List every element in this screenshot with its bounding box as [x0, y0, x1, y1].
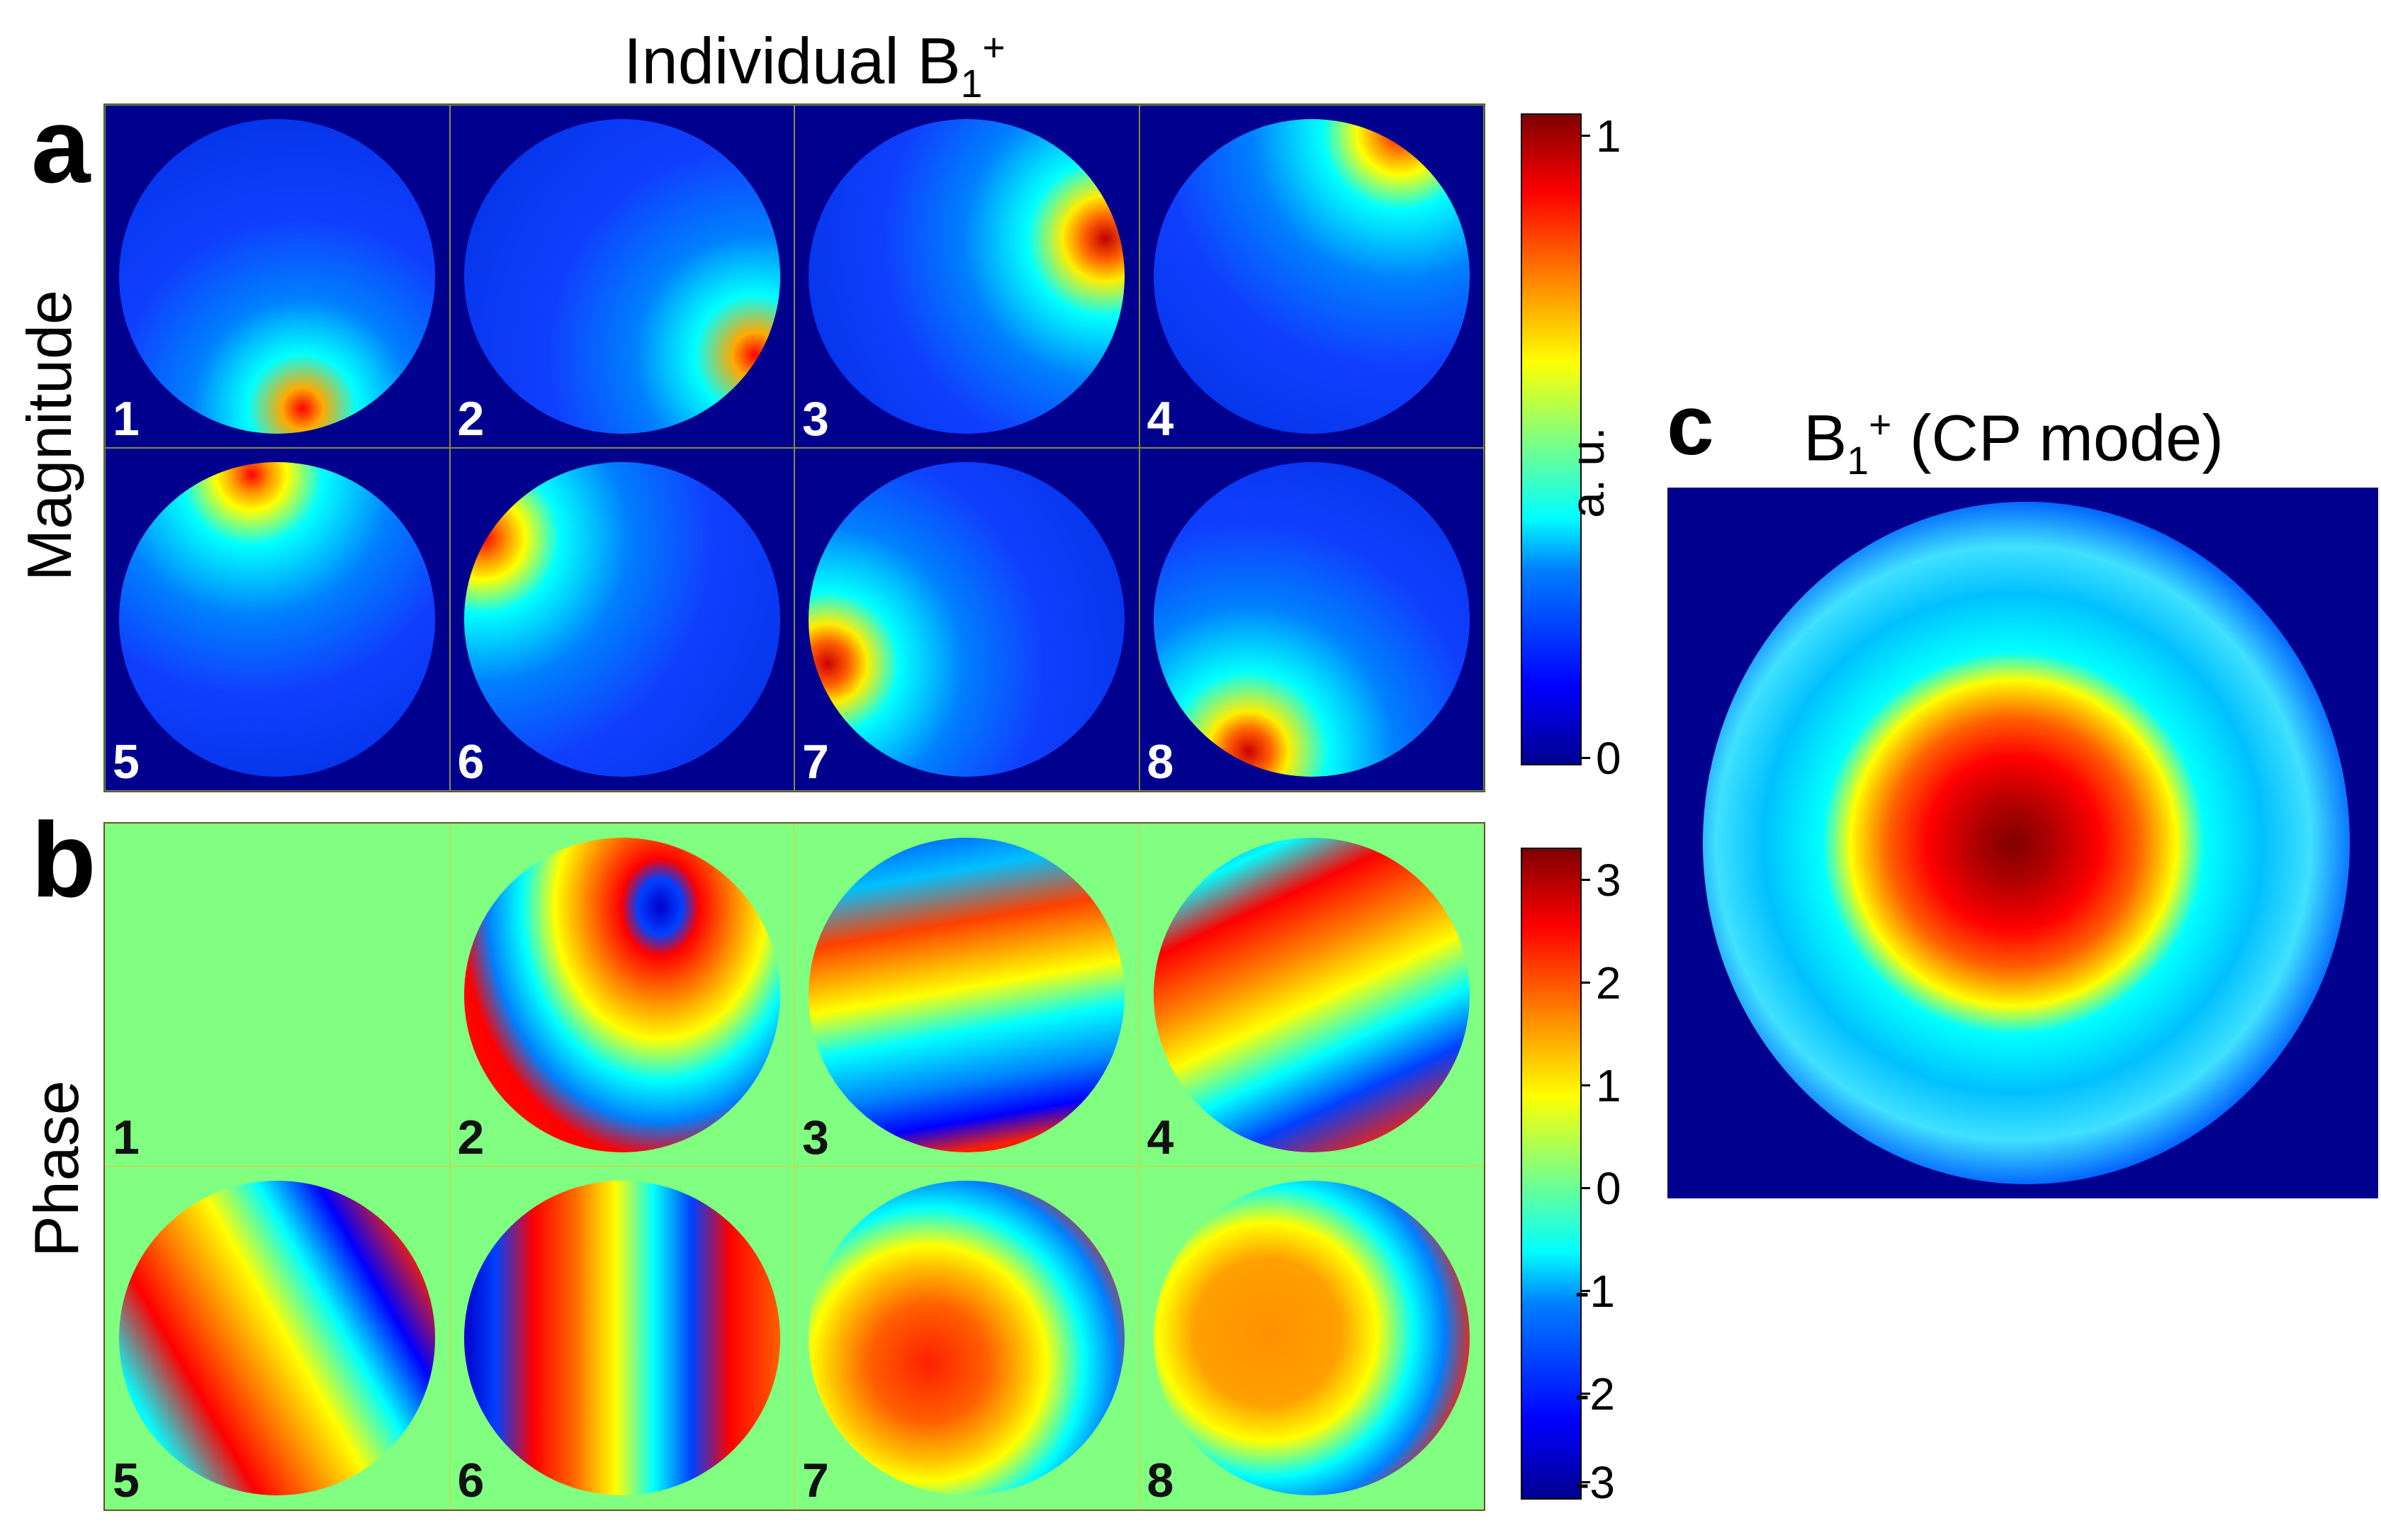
colorbar-b-tick-m2	[1582, 1393, 1590, 1395]
phase-map-grid: 1 2 3 4 5 6 7 8	[103, 822, 1485, 1511]
phase-disc-5	[119, 1181, 436, 1495]
panel-c-title-sup: +	[1869, 403, 1892, 446]
panel-a-title-main: Individual B	[624, 25, 961, 98]
panel-c-title-rest: (CP mode)	[1891, 402, 2224, 475]
phase-map-5: 5	[105, 1167, 450, 1510]
panel-a-title-sup: +	[982, 26, 1006, 69]
phase-disc-6	[463, 1181, 780, 1495]
phase-disc-2	[463, 838, 780, 1152]
cp-mode-map	[1667, 488, 2378, 1198]
colorbar-b-tick-3	[1582, 879, 1590, 881]
magnitude-channel-label-1: 1	[113, 392, 140, 446]
panel-a-title-sub: 1	[960, 62, 983, 106]
panel-a-title: Individual B1+	[624, 28, 1006, 103]
colorbar-a-tick-0	[1582, 757, 1590, 759]
magnitude-map-7: 7	[794, 448, 1139, 791]
magnitude-channel-label-8: 8	[1147, 735, 1174, 789]
phase-map-3: 3	[794, 824, 1139, 1167]
magnitude-disc-4	[1153, 119, 1470, 434]
panel-letter-a: a	[31, 86, 91, 205]
magnitude-channel-label-6: 6	[457, 735, 485, 789]
phase-channel-label-1: 1	[113, 1111, 140, 1164]
colorbar-a-tick-1	[1582, 135, 1590, 137]
colorbar-b-tick-m3	[1582, 1481, 1590, 1483]
colorbar-b-tick-2	[1582, 982, 1590, 984]
row-label-magnitude: Magnitude	[14, 290, 84, 581]
colorbar-b-tick-1	[1582, 1084, 1590, 1086]
phase-map-2: 2	[449, 824, 794, 1167]
colorbar-b-tick-label-m2: -2	[1575, 1368, 1615, 1420]
phase-channel-label-2: 2	[457, 1111, 485, 1164]
phase-disc-8	[1153, 1181, 1470, 1495]
panel-c-title-main: B	[1803, 402, 1847, 475]
phase-channel-label-7: 7	[802, 1454, 829, 1507]
colorbar-b-tick-label-m1: -1	[1575, 1266, 1615, 1317]
magnitude-map-grid: 1 2 3 4 5 6 7 8	[103, 103, 1485, 792]
magnitude-disc-2	[463, 119, 780, 434]
magnitude-channel-label-7: 7	[802, 735, 829, 789]
magnitude-channel-label-2: 2	[457, 392, 485, 446]
magnitude-disc-6	[463, 462, 780, 777]
colorbar-b-tick-m1	[1582, 1290, 1590, 1292]
phase-map-8: 8	[1139, 1167, 1484, 1510]
magnitude-channel-label-5: 5	[113, 735, 140, 789]
phase-map-1: 1	[105, 824, 450, 1167]
colorbar-b-tick-label-3: 3	[1596, 855, 1621, 906]
magnitude-disc-3	[809, 119, 1125, 434]
row-label-phase: Phase	[21, 1080, 91, 1257]
cp-mode-disc	[1703, 502, 2350, 1184]
panel-letter-b: b	[31, 800, 96, 919]
magnitude-disc-7	[809, 462, 1125, 777]
phase-channel-label-8: 8	[1147, 1454, 1174, 1507]
panel-letter-c: c	[1667, 378, 1714, 473]
magnitude-channel-label-3: 3	[802, 392, 829, 446]
panel-c-title-sub: 1	[1847, 439, 1869, 483]
colorbar-a-label: a. u.	[1561, 427, 1614, 518]
magnitude-disc-1	[119, 119, 436, 434]
colorbar-a-tick-label-0: 0	[1596, 733, 1621, 784]
colorbar-b-tick-label-0: 0	[1596, 1163, 1621, 1214]
magnitude-map-6: 6	[449, 448, 794, 791]
colorbar-b-tick-0	[1582, 1187, 1590, 1189]
magnitude-disc-5	[119, 462, 436, 777]
colorbar-b-tick-label-1: 1	[1596, 1060, 1621, 1111]
magnitude-map-3: 3	[794, 105, 1139, 448]
phase-disc-4	[1153, 838, 1470, 1152]
phase-disc-7	[809, 1181, 1125, 1495]
phase-channel-label-5: 5	[113, 1454, 140, 1507]
magnitude-map-2: 2	[449, 105, 794, 448]
phase-map-6: 6	[449, 1167, 794, 1510]
phase-map-4: 4	[1139, 824, 1484, 1167]
colorbar-magnitude	[1521, 113, 1582, 765]
magnitude-map-8: 8	[1139, 448, 1484, 791]
colorbar-phase	[1521, 848, 1582, 1500]
magnitude-map-4: 4	[1139, 105, 1484, 448]
colorbar-a-tick-label-1: 1	[1596, 111, 1621, 162]
magnitude-channel-label-4: 4	[1147, 392, 1174, 446]
colorbar-b-tick-label-2: 2	[1596, 957, 1621, 1008]
magnitude-map-5: 5	[105, 448, 450, 791]
magnitude-disc-8	[1153, 462, 1470, 777]
phase-channel-label-6: 6	[457, 1454, 485, 1507]
colorbar-b-tick-label-m3: -3	[1575, 1457, 1615, 1508]
phase-channel-label-3: 3	[802, 1111, 829, 1164]
phase-disc-3	[809, 838, 1125, 1152]
phase-channel-label-4: 4	[1147, 1111, 1174, 1164]
magnitude-map-1: 1	[105, 105, 450, 448]
phase-map-7: 7	[794, 1167, 1139, 1510]
panel-c-title: B1+ (CP mode)	[1803, 405, 2224, 480]
